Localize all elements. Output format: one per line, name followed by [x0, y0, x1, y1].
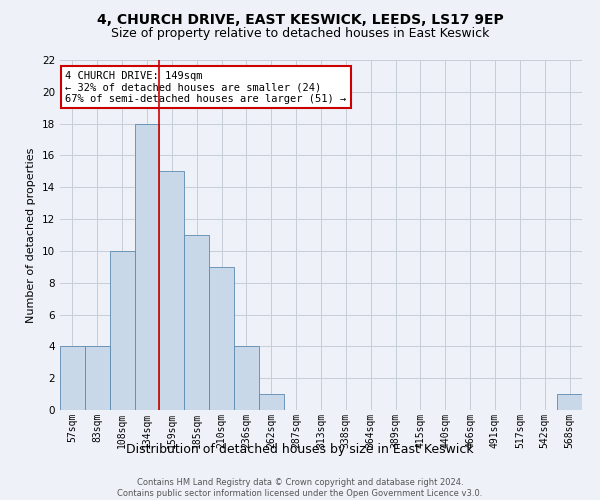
Text: Distribution of detached houses by size in East Keswick: Distribution of detached houses by size … — [126, 442, 474, 456]
Bar — [234, 346, 259, 410]
Text: Size of property relative to detached houses in East Keswick: Size of property relative to detached ho… — [111, 28, 489, 40]
Bar — [557, 394, 582, 410]
Text: 4, CHURCH DRIVE, EAST KESWICK, LEEDS, LS17 9EP: 4, CHURCH DRIVE, EAST KESWICK, LEEDS, LS… — [97, 12, 503, 26]
Bar — [209, 267, 234, 410]
Bar — [110, 251, 134, 410]
Bar — [184, 235, 209, 410]
Bar — [60, 346, 85, 410]
Bar — [134, 124, 160, 410]
Bar — [85, 346, 110, 410]
Bar — [160, 172, 184, 410]
Y-axis label: Number of detached properties: Number of detached properties — [26, 148, 37, 322]
Text: Contains HM Land Registry data © Crown copyright and database right 2024.
Contai: Contains HM Land Registry data © Crown c… — [118, 478, 482, 498]
Text: 4 CHURCH DRIVE: 149sqm
← 32% of detached houses are smaller (24)
67% of semi-det: 4 CHURCH DRIVE: 149sqm ← 32% of detached… — [65, 70, 346, 104]
Bar — [259, 394, 284, 410]
